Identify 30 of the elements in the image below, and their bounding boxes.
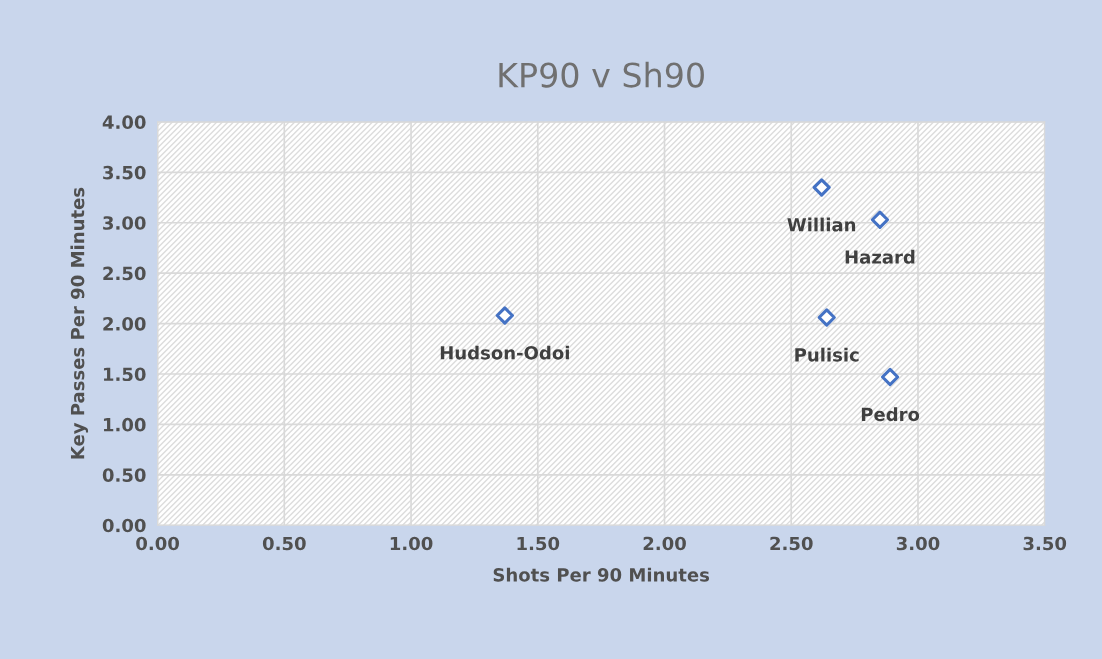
- y-axis-title: Key Passes Per 90 Minutes: [70, 187, 89, 459]
- y-tick-label: 1.50: [103, 367, 146, 382]
- annotation: Pedro: [861, 407, 920, 422]
- point: [817, 308, 836, 327]
- chart-title: KP90 v Sh90: [499, 61, 704, 88]
- x-tick-label: 2.50: [770, 536, 813, 551]
- annotation: Willian: [787, 217, 856, 232]
- y-tick-label: 2.00: [103, 317, 146, 331]
- y-tick-label: 0.50: [102, 468, 146, 482]
- x-tick-label: 1.50: [517, 536, 560, 551]
- y-tick-label: 4.00: [102, 115, 146, 130]
- annotation: Pulisic: [795, 347, 859, 362]
- annotation: Hazard: [845, 249, 915, 264]
- x-tick-label: 0.50: [262, 536, 306, 551]
- x-tick-label: 3.00: [896, 536, 940, 551]
- point: [495, 306, 514, 325]
- annotation: Hudson-Odoi: [440, 345, 569, 360]
- x-axis-title: Shots Per 90 Minutes: [493, 567, 710, 582]
- y-tick-label: 3.00: [103, 216, 146, 230]
- y-tick-label: 1.00: [103, 417, 146, 432]
- x-tick-label: 2.00: [643, 536, 686, 551]
- point: [880, 367, 900, 387]
- x-tick-label: 3.50: [1023, 536, 1067, 551]
- x-tick-label: 1.00: [390, 536, 433, 551]
- y-tick-label: 0.00: [102, 518, 146, 533]
- x-tick-label: 0.00: [136, 536, 179, 551]
- y-tick-label: 2.50: [103, 266, 146, 281]
- y-tick-label: 3.50: [103, 165, 146, 180]
- point: [812, 178, 831, 197]
- point: [870, 210, 890, 229]
